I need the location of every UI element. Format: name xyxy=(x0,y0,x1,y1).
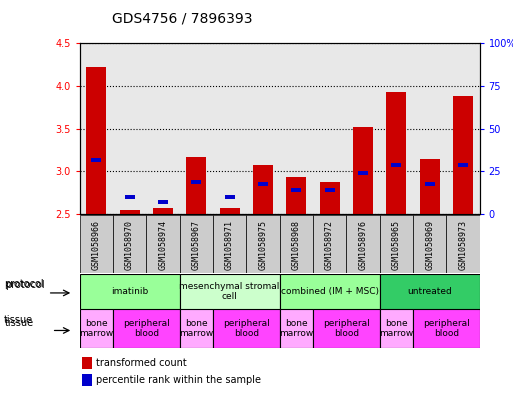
Bar xyxy=(391,163,401,167)
Text: GSM1058968: GSM1058968 xyxy=(292,220,301,270)
FancyBboxPatch shape xyxy=(346,215,380,273)
FancyBboxPatch shape xyxy=(313,215,346,273)
FancyBboxPatch shape xyxy=(280,309,313,348)
Text: mesenchymal stromal
cell: mesenchymal stromal cell xyxy=(180,281,280,301)
Bar xyxy=(425,182,435,186)
Text: GSM1058976: GSM1058976 xyxy=(359,220,367,270)
FancyBboxPatch shape xyxy=(80,215,113,273)
FancyBboxPatch shape xyxy=(213,309,280,348)
Text: GSM1058970: GSM1058970 xyxy=(125,220,134,270)
Bar xyxy=(458,163,468,167)
Text: tissue: tissue xyxy=(4,315,33,325)
Bar xyxy=(86,67,106,214)
FancyBboxPatch shape xyxy=(446,215,480,273)
Bar xyxy=(120,210,140,214)
FancyBboxPatch shape xyxy=(113,215,146,273)
Text: bone
marrow: bone marrow xyxy=(179,319,213,338)
Text: protocol: protocol xyxy=(4,279,44,288)
FancyBboxPatch shape xyxy=(280,274,380,309)
Bar xyxy=(320,182,340,214)
Text: GSM1058972: GSM1058972 xyxy=(325,220,334,270)
Text: GSM1058966: GSM1058966 xyxy=(92,220,101,270)
Text: bone
marrow: bone marrow xyxy=(279,319,313,338)
Bar xyxy=(82,374,92,386)
FancyBboxPatch shape xyxy=(380,309,413,348)
Bar xyxy=(353,127,373,214)
Bar xyxy=(225,195,234,199)
FancyBboxPatch shape xyxy=(246,215,280,273)
Bar xyxy=(186,157,206,214)
Text: GSM1058975: GSM1058975 xyxy=(259,220,267,270)
Text: imatinib: imatinib xyxy=(111,287,148,296)
Bar xyxy=(125,195,134,199)
Text: GDS4756 / 7896393: GDS4756 / 7896393 xyxy=(111,11,252,26)
Bar xyxy=(286,177,306,214)
FancyBboxPatch shape xyxy=(280,215,313,273)
FancyBboxPatch shape xyxy=(180,274,280,309)
Bar xyxy=(453,96,473,214)
Text: GSM1058973: GSM1058973 xyxy=(459,220,467,270)
Text: transformed count: transformed count xyxy=(96,358,187,367)
Bar xyxy=(291,188,301,192)
Text: GSM1058974: GSM1058974 xyxy=(159,220,167,270)
Bar xyxy=(253,165,273,214)
Text: GSM1058967: GSM1058967 xyxy=(192,220,201,270)
Text: combined (IM + MSC): combined (IM + MSC) xyxy=(281,287,379,296)
Bar xyxy=(158,200,168,204)
Bar xyxy=(420,159,440,214)
Text: GSM1058965: GSM1058965 xyxy=(392,220,401,270)
Bar xyxy=(191,180,201,184)
Text: bone
marrow: bone marrow xyxy=(79,319,113,338)
Text: percentile rank within the sample: percentile rank within the sample xyxy=(96,375,261,385)
Bar xyxy=(82,356,92,369)
FancyBboxPatch shape xyxy=(380,274,480,309)
FancyBboxPatch shape xyxy=(146,215,180,273)
Text: tissue: tissue xyxy=(5,318,34,328)
Text: peripheral
blood: peripheral blood xyxy=(423,319,470,338)
Bar xyxy=(258,182,268,186)
FancyBboxPatch shape xyxy=(80,309,113,348)
Bar xyxy=(91,158,101,162)
FancyBboxPatch shape xyxy=(413,309,480,348)
Bar xyxy=(358,171,368,175)
Text: peripheral
blood: peripheral blood xyxy=(123,319,170,338)
Text: untreated: untreated xyxy=(407,287,452,296)
Text: bone
marrow: bone marrow xyxy=(379,319,413,338)
Text: GSM1058969: GSM1058969 xyxy=(425,220,434,270)
Bar xyxy=(153,208,173,214)
FancyBboxPatch shape xyxy=(113,309,180,348)
FancyBboxPatch shape xyxy=(80,274,180,309)
FancyBboxPatch shape xyxy=(380,215,413,273)
Text: GSM1058971: GSM1058971 xyxy=(225,220,234,270)
FancyBboxPatch shape xyxy=(180,215,213,273)
Text: peripheral
blood: peripheral blood xyxy=(323,319,370,338)
Text: peripheral
blood: peripheral blood xyxy=(223,319,270,338)
Bar xyxy=(325,188,334,192)
Text: protocol: protocol xyxy=(5,280,45,290)
FancyBboxPatch shape xyxy=(313,309,380,348)
Bar xyxy=(386,92,406,214)
FancyBboxPatch shape xyxy=(413,215,446,273)
FancyBboxPatch shape xyxy=(180,309,213,348)
FancyBboxPatch shape xyxy=(213,215,246,273)
Bar xyxy=(220,208,240,214)
